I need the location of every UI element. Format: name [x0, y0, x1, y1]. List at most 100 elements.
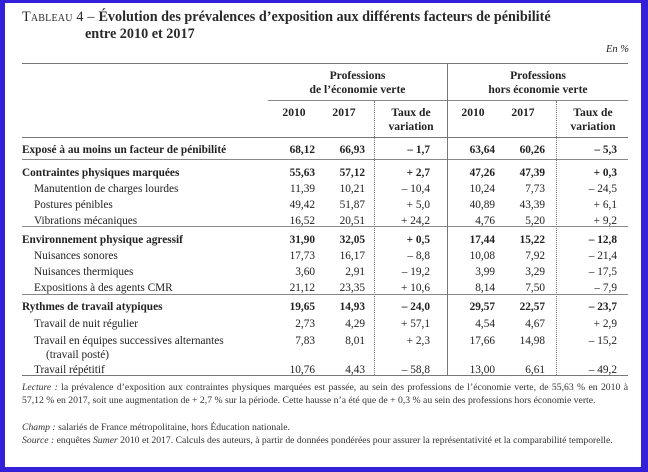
row-label: Vibrations mécaniques — [34, 215, 138, 227]
note-source-after: 2010 et 2017. Calculs des auteurs, à par… — [117, 435, 613, 446]
cell-hors2017: 60,26 — [519, 144, 545, 156]
cell-hors2010: 4,54 — [475, 318, 495, 330]
cell-eco2010: 21,12 — [289, 282, 315, 294]
cell-hors2017: 6,61 — [525, 364, 545, 376]
cell-hors2010: 47,26 — [469, 167, 495, 179]
cell-eco2010: 31,90 — [289, 234, 315, 246]
cell-hors2010: 17,44 — [469, 234, 495, 246]
note-source-label: Source : — [22, 435, 55, 446]
cell-hors2010: 3,99 — [475, 266, 495, 278]
document-page: Tableau 4 – Évolution des prévalences d’… — [5, 3, 641, 467]
cell-hors2017: 5,20 — [525, 215, 545, 227]
row-label: Travail répétitif — [34, 364, 105, 376]
row-rule-2 — [22, 226, 628, 227]
note-champ: Champ : salariés de France métropolitain… — [22, 421, 628, 434]
cell-eco2010: 16,52 — [289, 215, 315, 227]
col-header-eco-2017: 2017 — [332, 106, 356, 119]
group-header-eco: Professions de l’économie verte — [268, 69, 447, 97]
unit-label: En % — [605, 44, 629, 55]
cell-horsTaux: – 12,8 — [588, 234, 617, 246]
cell-hors2010: 63,64 — [469, 144, 495, 156]
header-sub-rule — [268, 100, 628, 101]
cell-hors2017: 7,50 — [525, 282, 545, 294]
cell-eco2017: 20,51 — [339, 215, 365, 227]
cell-horsTaux: + 2,9 — [593, 318, 617, 330]
cell-horsTaux: – 23,7 — [588, 301, 617, 313]
cell-eco2010: 49,42 — [289, 199, 315, 211]
cell-horsTaux: – 24,5 — [588, 183, 617, 195]
cell-ecoTaux: – 10,4 — [401, 183, 430, 195]
cell-hors2010: 4,76 — [475, 215, 495, 227]
cell-eco2010: 7,83 — [295, 335, 315, 347]
col-header-hors-taux-line1: Taux de — [573, 106, 613, 119]
cell-ecoTaux: + 5,0 — [406, 199, 430, 211]
col-header-hors-2010: 2010 — [461, 106, 485, 119]
cell-eco2010: 55,63 — [289, 167, 315, 179]
cell-ecoTaux: – 58,8 — [401, 364, 430, 376]
cell-horsTaux: – 49,2 — [588, 364, 617, 376]
cell-eco2010: 19,65 — [289, 301, 315, 313]
cell-hors2017: 14,98 — [519, 335, 545, 347]
row-label: Expositions à des agents CMR — [34, 282, 173, 294]
cell-horsTaux: – 17,5 — [588, 266, 617, 278]
row-label-continuation: (travail posté) — [46, 349, 110, 361]
cell-eco2017: 14,93 — [339, 301, 365, 313]
cell-eco2017: 16,17 — [339, 250, 365, 262]
header-bottom-rule — [22, 137, 628, 138]
cell-hors2010: 17,66 — [469, 335, 495, 347]
group-header-eco-line1: Professions — [329, 69, 386, 82]
cell-hors2010: 13,00 — [469, 364, 495, 376]
cell-hors2017: 47,39 — [519, 167, 545, 179]
cell-hors2017: 3,29 — [525, 266, 545, 278]
row-rule-1 — [22, 159, 628, 160]
cell-ecoTaux: – 24,0 — [401, 301, 430, 313]
cell-ecoTaux: – 19,2 — [401, 266, 430, 278]
cell-hors2017: 4,67 — [525, 318, 545, 330]
cell-eco2017: 57,12 — [339, 167, 365, 179]
cell-horsTaux: – 7,9 — [594, 282, 617, 294]
cell-hors2010: 10,08 — [469, 250, 495, 262]
table-number: Tableau 4 – — [22, 9, 99, 25]
row-label: Travail de nuit régulier — [34, 318, 139, 330]
row-label: Nuisances sonores — [34, 250, 118, 262]
cell-eco2010: 10,76 — [289, 364, 315, 376]
cell-ecoTaux: + 10,6 — [401, 282, 430, 294]
cell-eco2017: 10,21 — [339, 183, 365, 195]
col-header-eco-taux-line1: Taux de — [391, 106, 431, 119]
group-header-eco-line2: de l’économie verte — [309, 83, 406, 96]
bottom-rule — [22, 375, 628, 376]
cell-hors2010: 8,14 — [475, 282, 495, 294]
group-header-hors-line2: hors économie verte — [488, 83, 588, 96]
cell-ecoTaux: + 57,1 — [401, 318, 430, 330]
col-header-hors-taux: Taux de variation — [557, 106, 629, 134]
title-line-2: entre 2010 et 2017 — [85, 26, 195, 42]
cell-horsTaux: – 21,4 — [588, 250, 617, 262]
note-champ-label: Champ : — [22, 422, 56, 433]
cell-hors2017: 7,73 — [525, 183, 545, 195]
cell-eco2017: 4,43 — [345, 364, 365, 376]
cell-eco2010: 3,60 — [295, 266, 315, 278]
cell-horsTaux: + 6,1 — [593, 199, 617, 211]
note-source: Source : enquêtes Sumer 2010 et 2017. Ca… — [22, 434, 628, 447]
cell-hors2010: 40,89 — [469, 199, 495, 211]
row-label: Rythmes de travail atypiques — [22, 301, 163, 313]
cell-eco2017: 51,87 — [339, 199, 365, 211]
cell-eco2017: 4,29 — [345, 318, 365, 330]
note-champ-text: salariés de France métropolitaine, hors … — [55, 422, 290, 433]
group-header-hors: Professions hors économie verte — [448, 69, 628, 97]
row-label: Environnement physique agressif — [22, 234, 183, 246]
row-label: Postures pénibles — [34, 199, 113, 211]
cell-eco2010: 68,12 — [289, 144, 315, 156]
top-rule — [22, 63, 628, 64]
col-header-eco-taux: Taux de variation — [375, 106, 447, 134]
taux-separator-hors — [556, 101, 557, 375]
row-label: Exposé à au moins un facteur de pénibili… — [22, 144, 227, 156]
cell-hors2010: 29,57 — [469, 301, 495, 313]
cell-hors2017: 43,39 — [519, 199, 545, 211]
cell-eco2017: 2,91 — [345, 266, 365, 278]
note-lecture-text: la prévalence d’exposition aux contraint… — [22, 382, 628, 407]
cell-ecoTaux: – 1,7 — [407, 144, 430, 156]
note-source-before: enquêtes — [54, 435, 93, 446]
cell-eco2010: 2,73 — [295, 318, 315, 330]
group-header-hors-line1: Professions — [510, 69, 566, 82]
